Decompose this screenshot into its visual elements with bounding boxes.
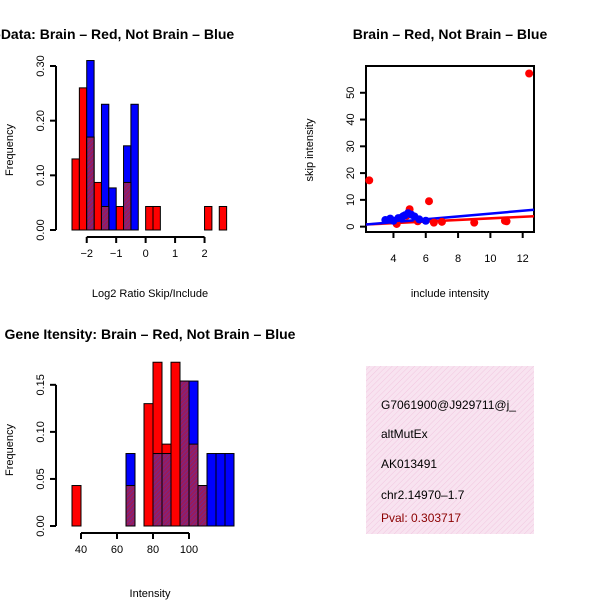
intensity-histogram-xlabel: Intensity (130, 588, 171, 600)
intensity-bar-brain-2 (143, 403, 154, 527)
ratio-x-tick-label-4: 2 (201, 248, 207, 260)
ratio-histogram-title: RatioData: Brain – Red, Not Brain – Blue (0, 26, 234, 42)
ratio-bar-brain-9 (145, 205, 154, 231)
ratio-x-tick-label-3: 1 (172, 248, 178, 260)
ratio-bar-brain-6 (115, 205, 125, 231)
scatter-ylabel: skip intensity (304, 118, 316, 181)
ratio-x-tick-label-1: −1 (110, 248, 123, 260)
scatter-point-not-brain-9 (415, 215, 424, 224)
intensity-histogram-title: Gene Itensity: Brain – Red, Not Brain – … (5, 326, 296, 342)
scatter-point-not-brain-11 (399, 212, 408, 221)
intensity-overlap-bar-7 (188, 443, 199, 527)
ratio-histogram-xlabel: Log2 Ratio Skip/Include (92, 288, 208, 300)
intensity-x-tick-label-1: 60 (111, 544, 123, 556)
info-location: chr2.14970–1.7 (381, 488, 465, 502)
intensity-histogram-panel: Gene Itensity: Brain – Red, Not Brain – … (4, 326, 296, 600)
intensity-bar-not-brain-8 (224, 453, 235, 527)
info-id: G7061900@J929711@j_ (381, 398, 516, 412)
ratio-overlap-bar-4 (100, 205, 110, 231)
ratio-y-tick-label-1: 0.10 (35, 165, 47, 186)
intensity-overlap-bar-3 (152, 453, 163, 527)
info-panel: G7061900@J929711@j_ altMutEx AK013491 ch… (366, 366, 534, 534)
scatter-point-brain-1 (425, 197, 433, 206)
ratio-bar-brain-3 (93, 181, 102, 231)
ratio-overlap-bar-2 (86, 136, 95, 231)
scatter-y-tick-label-4: 40 (345, 113, 357, 125)
info-background (366, 366, 534, 534)
ratio-bar-brain-1 (78, 87, 88, 231)
intensity-overlap-bar-6 (179, 380, 190, 527)
intensity-overlap-bar-4 (161, 453, 172, 527)
intensity-histogram-axes: 40 60 80 100 0.00 0.05 0.10 0.15 (35, 374, 198, 556)
scatter-axes: 4 6 8 10 12 0 10 20 30 40 50 (345, 87, 529, 265)
intensity-bar-not-brain-7 (215, 453, 226, 527)
intensity-x-tick-label-3: 100 (180, 544, 198, 556)
info-accession: AK013491 (381, 457, 437, 471)
ratio-histogram-axes: −2 −1 0 1 2 0.00 0.10 0.20 0.30 (35, 55, 208, 260)
ratio-y-tick-label-0: 0.00 (35, 219, 47, 240)
intensity-bar-brain-5 (170, 361, 181, 527)
ratio-bar-brain-0 (71, 158, 80, 231)
info-pval: Pval: 0.303717 (381, 511, 461, 525)
intensity-y-tick-label-1: 0.05 (35, 468, 47, 489)
scatter-point-not-brain-10 (421, 216, 430, 225)
ratio-bar-brain-10 (152, 205, 161, 231)
ratio-bar-not-brain-4 (130, 103, 139, 231)
scatter-point-brain-5 (429, 218, 438, 227)
intensity-y-tick-label-0: 0.00 (35, 515, 47, 536)
scatter-xlabel: include intensity (411, 288, 490, 300)
scatter-y-tick-label-5: 50 (345, 87, 357, 99)
info-type: altMutEx (381, 427, 428, 441)
scatter-frame (365, 65, 535, 233)
scatter-panel: Brain – Red, Not Brain – Blue include in… (304, 26, 547, 300)
intensity-x-tick-label-2: 80 (147, 544, 159, 556)
scatter-point-brain-7 (470, 218, 479, 227)
ratio-x-tick-label-0: −2 (80, 248, 93, 260)
scatter-point-brain-6 (437, 217, 446, 226)
scatter-y-tick-label-0: 0 (345, 224, 357, 230)
intensity-overlap-bar-1 (125, 485, 136, 527)
scatter-y-tick-label-3: 30 (345, 140, 357, 152)
intensity-histogram-bars (71, 361, 235, 527)
intensity-y-tick-label-3: 0.15 (35, 374, 47, 395)
ratio-histogram-panel: RatioData: Brain – Red, Not Brain – Blue… (0, 26, 234, 300)
ratio-x-tick-label-2: 0 (143, 248, 149, 260)
scatter-x-tick-label-1: 6 (423, 253, 429, 265)
scatter-points (365, 69, 534, 228)
intensity-overlap-bar-8 (197, 485, 208, 527)
scatter-y-tick-label-1: 10 (345, 194, 357, 206)
ratio-histogram-bars (71, 60, 228, 231)
ratio-overlap-bar-7 (123, 181, 132, 231)
intensity-y-tick-label-2: 0.10 (35, 421, 47, 442)
intensity-bar-brain-0 (71, 485, 82, 527)
ratio-y-tick-label-3: 0.30 (35, 55, 47, 76)
ratio-histogram-ylabel: Frequency (4, 124, 16, 176)
ratio-bar-not-brain-2 (108, 187, 117, 231)
intensity-histogram-ylabel: Frequency (4, 424, 16, 476)
ratio-bar-brain-12 (218, 205, 228, 231)
scatter-y-tick-label-2: 20 (345, 167, 357, 179)
scatter-point-brain-9 (502, 217, 511, 226)
scatter-x-tick-label-0: 4 (390, 253, 396, 265)
intensity-bar-not-brain-6 (206, 453, 217, 527)
scatter-point-brain-0 (365, 176, 374, 185)
ratio-y-tick-label-2: 0.20 (35, 110, 47, 131)
scatter-x-tick-label-3: 10 (484, 253, 496, 265)
scatter-x-tick-label-4: 12 (517, 253, 529, 265)
scatter-x-tick-label-2: 8 (455, 253, 461, 265)
ratio-bar-brain-11 (204, 205, 213, 231)
scatter-title: Brain – Red, Not Brain – Blue (353, 26, 548, 42)
intensity-x-tick-label-0: 40 (75, 544, 87, 556)
scatter-point-brain-10 (525, 69, 534, 78)
